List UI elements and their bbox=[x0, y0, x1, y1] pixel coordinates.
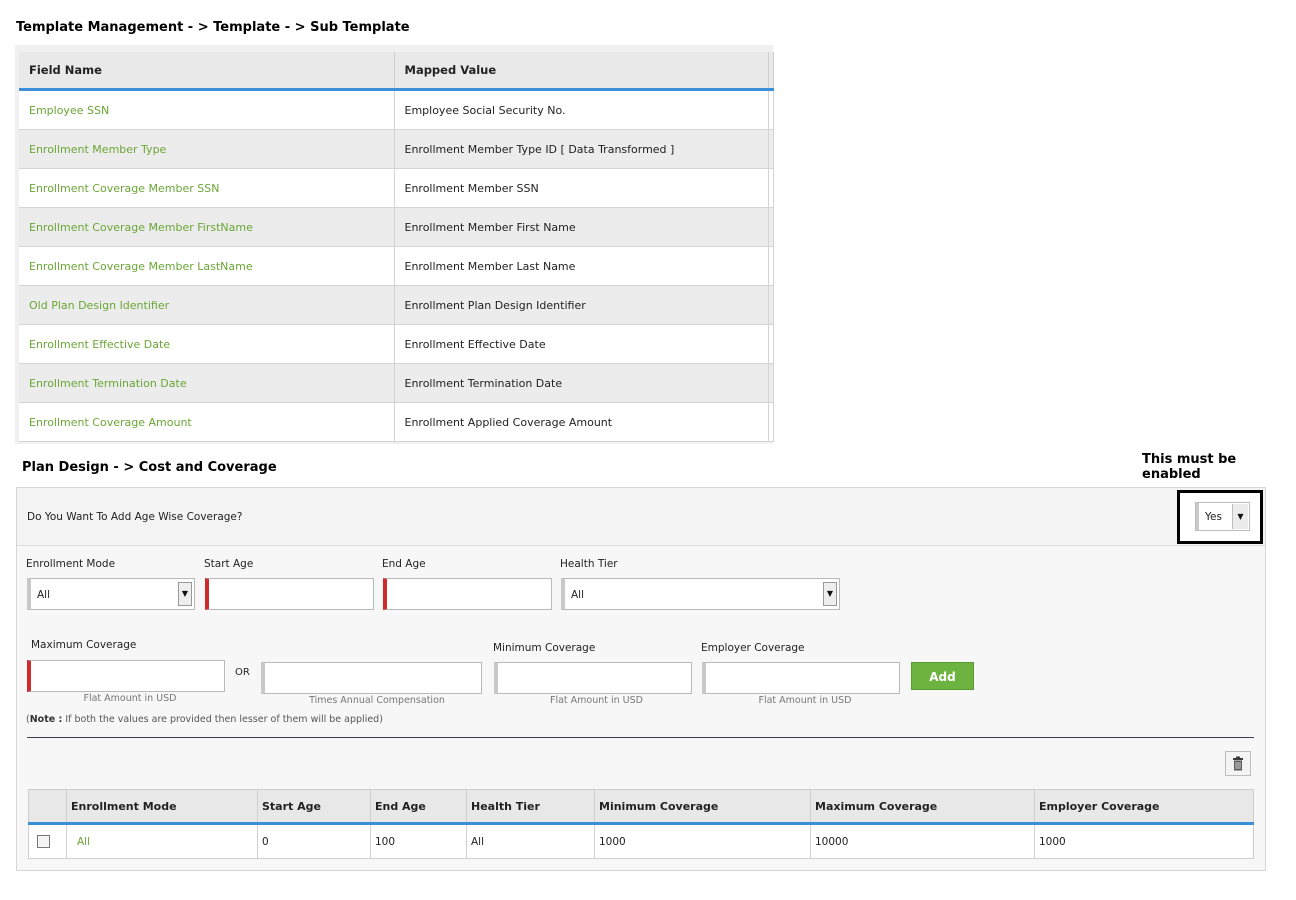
mapped-value: Enrollment Member SSN bbox=[394, 168, 769, 208]
add-button[interactable]: Add bbox=[911, 662, 974, 690]
header-employer-coverage: Employer Coverage bbox=[1034, 789, 1254, 825]
field-name[interactable]: Enrollment Termination Date bbox=[19, 363, 395, 403]
mapped-value: Enrollment Member Type ID [ Data Transfo… bbox=[394, 129, 769, 169]
health-tier-value: All bbox=[571, 589, 585, 601]
field-name[interactable]: Enrollment Coverage Member FirstName bbox=[19, 207, 395, 247]
mapped-value: Enrollment Applied Coverage Amount bbox=[394, 402, 769, 442]
or-text: OR bbox=[235, 667, 250, 678]
cell-minimum-coverage: 1000 bbox=[594, 823, 811, 859]
header-maximum-coverage: Maximum Coverage bbox=[810, 789, 1035, 825]
table-row: Enrollment Effective Date Enrollment Eff… bbox=[19, 324, 774, 364]
mapped-value: Enrollment Plan Design Identifier bbox=[394, 285, 769, 325]
dropdown-arrow-icon[interactable]: ▼ bbox=[178, 582, 192, 606]
table-row: Enrollment Coverage Member FirstName Enr… bbox=[19, 207, 774, 247]
table-row: Enrollment Coverage Member LastName Enro… bbox=[19, 246, 774, 286]
coverage-note: (Note : If both the values are provided … bbox=[26, 714, 383, 725]
dropdown-arrow-icon[interactable]: ▼ bbox=[1232, 504, 1248, 529]
header-spacer bbox=[768, 52, 774, 91]
times-annual-hint: Times Annual Compensation bbox=[309, 695, 445, 706]
end-age-label: End Age bbox=[382, 558, 426, 570]
cell-employer-coverage: 1000 bbox=[1034, 823, 1254, 859]
field-name[interactable]: Enrollment Coverage Member SSN bbox=[19, 168, 395, 208]
delete-button[interactable] bbox=[1225, 751, 1251, 776]
header-field-name: Field Name bbox=[19, 52, 395, 91]
table-row: Old Plan Design Identifier Enrollment Pl… bbox=[19, 285, 774, 325]
coverage-results-table: Enrollment Mode Start Age End Age Health… bbox=[28, 789, 1254, 859]
cell-enrollment-mode[interactable]: All bbox=[66, 823, 258, 859]
mapped-value: Enrollment Member First Name bbox=[394, 207, 769, 247]
health-tier-label: Health Tier bbox=[560, 558, 618, 570]
mapping-table: Field Name Mapped Value Employee SSN Emp… bbox=[19, 52, 774, 442]
cell-end-age: 100 bbox=[370, 823, 467, 859]
min-coverage-label: Minimum Coverage bbox=[493, 642, 596, 654]
header-mapped-value: Mapped Value bbox=[394, 52, 769, 91]
field-name[interactable]: Old Plan Design Identifier bbox=[19, 285, 395, 325]
header-minimum-coverage: Minimum Coverage bbox=[594, 789, 811, 825]
enrollment-mode-value: All bbox=[37, 589, 51, 601]
cell-maximum-coverage: 10000 bbox=[810, 823, 1035, 859]
field-name[interactable]: Enrollment Coverage Amount bbox=[19, 402, 395, 442]
max-coverage-hint: Flat Amount in USD bbox=[83, 693, 177, 704]
breadcrumb-template: Template Management - > Template - > Sub… bbox=[16, 20, 410, 35]
cell-start-age: 0 bbox=[257, 823, 371, 859]
note-label: Note : bbox=[29, 714, 63, 725]
field-name[interactable]: Enrollment Effective Date bbox=[19, 324, 395, 364]
header-end-age: End Age bbox=[370, 789, 467, 825]
header-start-age: Start Age bbox=[257, 789, 371, 825]
table-row: Enrollment Coverage Amount Enrollment Ap… bbox=[19, 402, 774, 442]
header-enrollment-mode: Enrollment Mode bbox=[66, 789, 258, 825]
trash-icon bbox=[1233, 756, 1243, 771]
table-row: Enrollment Member Type Enrollment Member… bbox=[19, 129, 774, 169]
enrollment-mode-label: Enrollment Mode bbox=[26, 558, 116, 570]
row-checkbox[interactable] bbox=[37, 835, 50, 848]
mapped-value: Enrollment Termination Date bbox=[394, 363, 769, 403]
health-tier-select[interactable]: All ▼ bbox=[561, 578, 840, 610]
age-wise-selected: Yes bbox=[1205, 511, 1222, 523]
end-age-input[interactable] bbox=[383, 578, 552, 610]
mapping-table-container: Field Name Mapped Value Employee SSN Emp… bbox=[15, 45, 774, 444]
header-health-tier: Health Tier bbox=[466, 789, 595, 825]
note-text: If both the values are provided then les… bbox=[65, 714, 383, 725]
mapped-value: Enrollment Member Last Name bbox=[394, 246, 769, 286]
dropdown-arrow-icon[interactable]: ▼ bbox=[823, 582, 837, 606]
enrollment-mode-select[interactable]: All ▼ bbox=[27, 578, 195, 610]
employer-coverage-hint: Flat Amount in USD bbox=[758, 695, 852, 706]
field-name[interactable]: Enrollment Member Type bbox=[19, 129, 395, 169]
mapped-value: Employee Social Security No. bbox=[394, 89, 769, 130]
min-coverage-hint: Flat Amount in USD bbox=[549, 695, 643, 706]
mapped-value: Enrollment Effective Date bbox=[394, 324, 769, 364]
start-age-input[interactable] bbox=[205, 578, 374, 610]
age-wise-question-row: Do You Want To Add Age Wise Coverage? bbox=[17, 488, 1265, 546]
table-row: Enrollment Termination Date Enrollment T… bbox=[19, 363, 774, 403]
age-wise-question: Do You Want To Add Age Wise Coverage? bbox=[27, 511, 243, 523]
max-coverage-label: Maximum Coverage bbox=[31, 639, 137, 651]
start-age-label: Start Age bbox=[204, 558, 254, 570]
age-wise-select[interactable]: Yes ▼ bbox=[1195, 502, 1250, 531]
cell-health-tier: All bbox=[466, 823, 595, 859]
employer-coverage-input[interactable] bbox=[702, 662, 900, 694]
field-name[interactable]: Employee SSN bbox=[19, 89, 395, 130]
table-row: Enrollment Coverage Member SSN Enrollmen… bbox=[19, 168, 774, 208]
header-select bbox=[28, 789, 67, 825]
min-coverage-input[interactable] bbox=[494, 662, 692, 694]
table-row: Employee SSN Employee Social Security No… bbox=[19, 89, 774, 130]
table-row: All 0 100 All 1000 10000 1000 bbox=[28, 823, 1254, 859]
max-coverage-input[interactable] bbox=[27, 660, 225, 692]
field-name[interactable]: Enrollment Coverage Member LastName bbox=[19, 246, 395, 286]
divider bbox=[27, 737, 1254, 738]
employer-coverage-label: Employer Coverage bbox=[701, 642, 805, 654]
breadcrumb-plan-design: Plan Design - > Cost and Coverage bbox=[22, 460, 277, 475]
annotation-text: This must be enabled bbox=[1142, 452, 1237, 482]
times-annual-input[interactable] bbox=[261, 662, 482, 694]
